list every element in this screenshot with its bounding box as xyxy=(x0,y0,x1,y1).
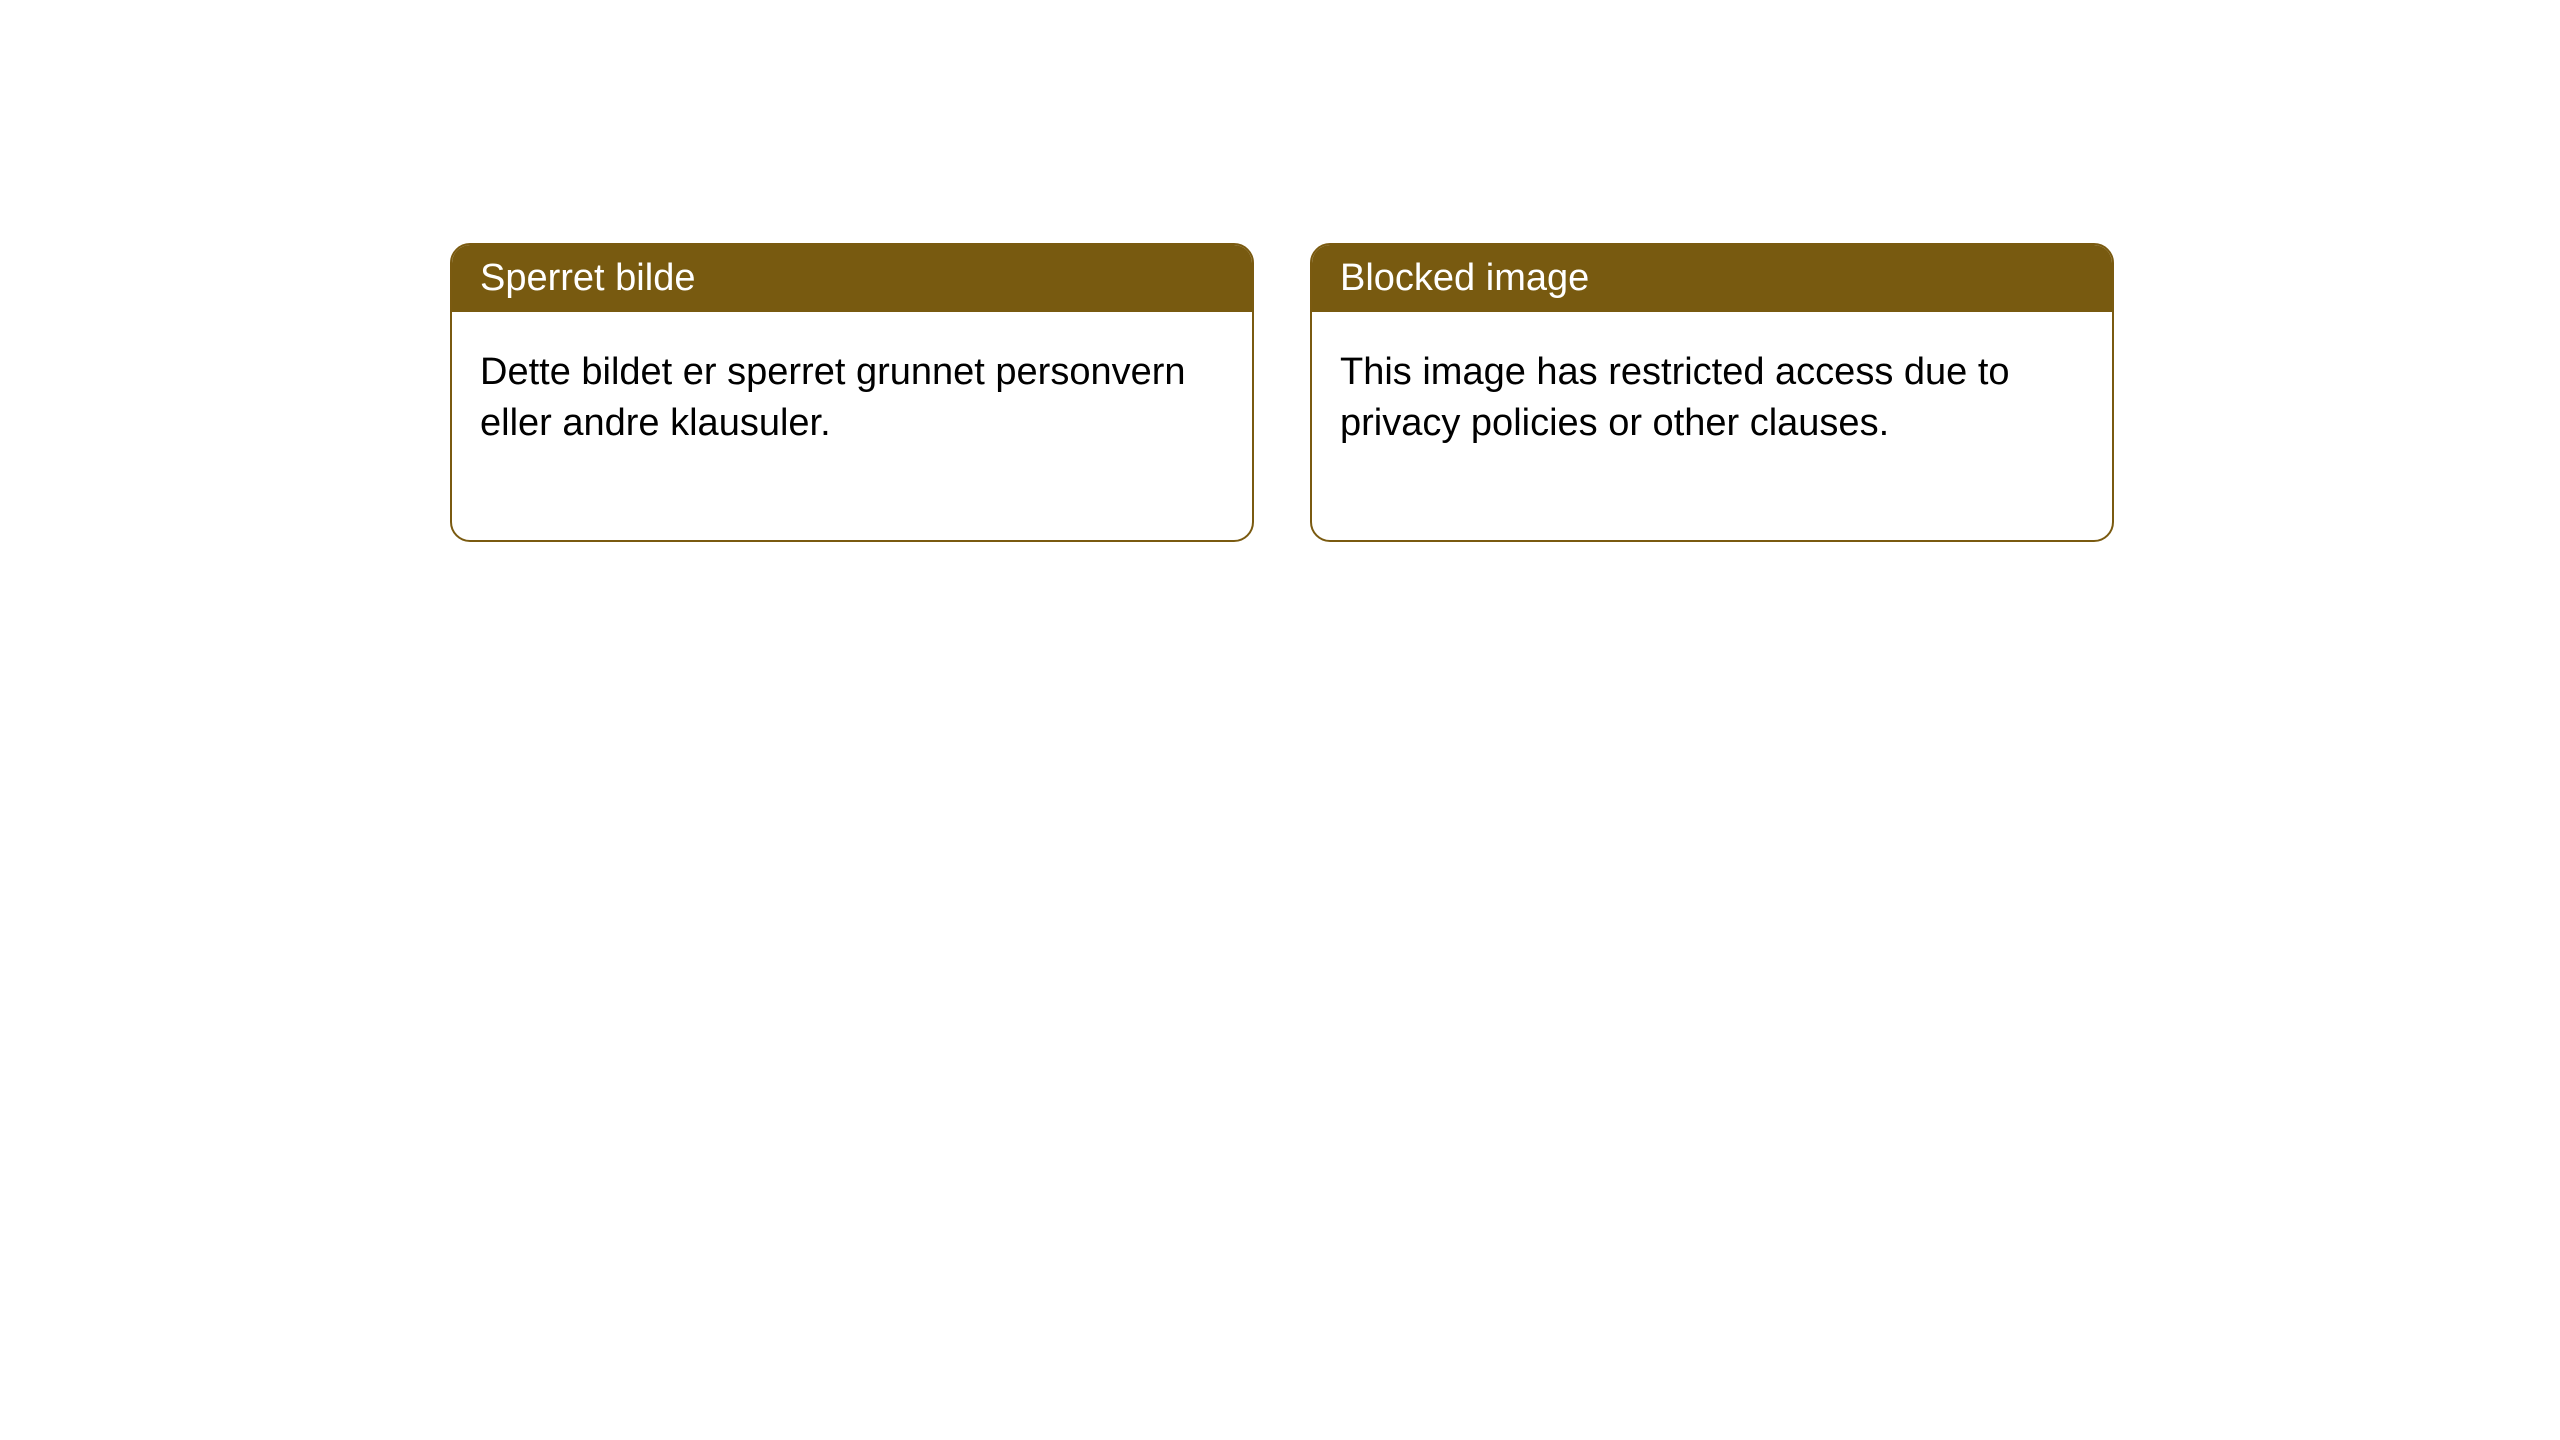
notice-card-norwegian: Sperret bilde Dette bildet er sperret gr… xyxy=(450,243,1254,542)
notice-card-english: Blocked image This image has restricted … xyxy=(1310,243,2114,542)
card-body-text: Dette bildet er sperret grunnet personve… xyxy=(480,351,1186,444)
card-body-text: This image has restricted access due to … xyxy=(1340,351,2010,444)
card-title: Sperret bilde xyxy=(480,257,695,299)
card-body: Dette bildet er sperret grunnet personve… xyxy=(452,312,1252,540)
card-header: Sperret bilde xyxy=(452,245,1252,312)
notice-container: Sperret bilde Dette bildet er sperret gr… xyxy=(0,0,2560,542)
card-body: This image has restricted access due to … xyxy=(1312,312,2112,540)
card-title: Blocked image xyxy=(1340,257,1589,299)
card-header: Blocked image xyxy=(1312,245,2112,312)
